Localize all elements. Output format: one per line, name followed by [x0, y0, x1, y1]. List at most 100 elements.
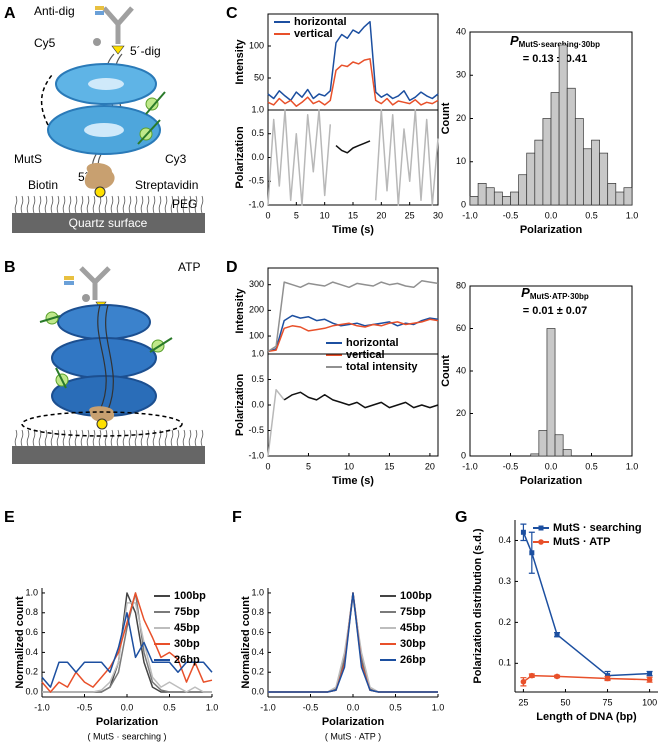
- y-tick-label: 100: [249, 330, 264, 340]
- point: [520, 529, 526, 535]
- peg-chain: [182, 429, 186, 447]
- legend-label: 100bp: [400, 590, 432, 602]
- peg-brush: [14, 195, 204, 214]
- y-axis-label: Polarization: [234, 126, 246, 189]
- x-tick-label: -1.0: [34, 702, 50, 712]
- peg-chain: [92, 195, 96, 214]
- peg-chain: [110, 429, 114, 447]
- y-tick-label: 1.0: [251, 348, 264, 358]
- annotation-value: = 0.01 ± 0.07: [523, 305, 587, 317]
- x-axis-label: Polarization: [96, 716, 159, 728]
- dna: [97, 304, 114, 411]
- peg-chain: [62, 195, 66, 214]
- bar: [502, 196, 511, 206]
- diagram-a: Quartz surface Anti-dig Cy5 5´-dig MutS …: [12, 4, 205, 233]
- y-tick-label: 60: [456, 323, 466, 333]
- peg-chain: [152, 429, 156, 447]
- series-line: [267, 388, 285, 457]
- series-line: [267, 318, 439, 353]
- surface-label: Quartz surface: [69, 216, 148, 230]
- x-tick-label: 1.0: [206, 702, 219, 712]
- legend-marker: [538, 525, 544, 531]
- peg-chain: [158, 195, 162, 214]
- peg-chain: [140, 195, 144, 214]
- x-tick-label: 25: [518, 697, 528, 707]
- peg-chain: [26, 429, 30, 447]
- peg-chain: [188, 429, 192, 447]
- label: Anti-dig: [34, 4, 75, 18]
- x-tick-label: 0: [265, 461, 270, 471]
- x-tick-label: 1.0: [626, 461, 639, 471]
- x-axis-label: Polarization: [322, 716, 385, 728]
- bar: [550, 92, 560, 206]
- annotation-subscript: MutS·searching·30bp: [519, 40, 600, 49]
- peg-chain: [104, 429, 108, 447]
- x-axis-label: Polarization: [520, 475, 583, 487]
- peg-chain: [116, 195, 120, 214]
- x-tick-label: -0.5: [77, 702, 93, 712]
- legend-label: vertical: [346, 349, 385, 361]
- peg-chain: [104, 195, 108, 214]
- y-tick-label: 20: [456, 408, 466, 418]
- bar: [583, 148, 592, 206]
- peg-chain: [98, 429, 102, 447]
- y-tick-label: 80: [456, 280, 466, 290]
- bar: [538, 430, 548, 457]
- annotation: PMutS·searching·30bp: [510, 33, 600, 49]
- peg-chain: [146, 195, 150, 214]
- label: Streptavidin: [135, 178, 198, 192]
- y-tick-label: 40: [456, 365, 466, 375]
- y-tick-label: 0.6: [25, 627, 38, 637]
- x-tick-label: 15: [384, 461, 394, 471]
- peg-chain: [50, 429, 54, 447]
- muts-ring-hole: [84, 123, 124, 137]
- peg-chain: [56, 195, 60, 214]
- legend-label: horizontal: [346, 337, 399, 349]
- series-line: [267, 280, 439, 353]
- bar: [526, 152, 536, 206]
- bar: [485, 187, 495, 206]
- x-tick-label: -0.5: [503, 210, 519, 220]
- legend-label: horizontal: [294, 16, 347, 28]
- x-tick-label: 0.5: [389, 702, 402, 712]
- x-tick-label: -1.0: [462, 210, 478, 220]
- y-tick-label: 0: [461, 450, 466, 460]
- point: [529, 672, 535, 679]
- annotation-subscript: MutS·ATP·30bp: [530, 292, 589, 301]
- x-tick-label: 10: [344, 461, 354, 471]
- peg-chain: [110, 195, 114, 214]
- muts-ring-hole: [88, 78, 124, 90]
- peg-chain: [128, 195, 132, 214]
- bar: [615, 191, 625, 206]
- y-tick-label: 50: [254, 72, 264, 82]
- antibody-tag: [64, 281, 74, 285]
- x-tick-label: 0.5: [585, 461, 598, 471]
- legend-label: 30bp: [174, 638, 200, 650]
- peg-chain: [134, 195, 138, 214]
- bar: [562, 449, 572, 457]
- y-axis-label: Intensity: [234, 39, 246, 85]
- peg-chain: [20, 195, 24, 214]
- antibody-tag: [95, 6, 104, 10]
- y-tick-label: 0.0: [251, 399, 264, 409]
- legend-label: 30bp: [400, 638, 426, 650]
- plot-frame: [267, 109, 439, 206]
- peg-chain: [128, 429, 132, 447]
- peg-chain: [44, 429, 48, 447]
- muts-ring: [57, 304, 151, 340]
- x-tick-label: 0.0: [121, 702, 134, 712]
- antibody-tag: [64, 276, 74, 280]
- y-tick-label: 0.3: [498, 576, 511, 586]
- peg-chain: [146, 429, 150, 447]
- y-tick-label: 0.5: [251, 374, 264, 384]
- peg-chain: [140, 429, 144, 447]
- legend-label: total intensity: [346, 361, 418, 373]
- peg-chain: [14, 195, 18, 214]
- legend-label: 26bp: [174, 654, 200, 666]
- peg-chain: [74, 195, 78, 214]
- bar: [574, 118, 584, 206]
- panel-label: D: [226, 259, 238, 276]
- y-tick-label: 0: [461, 199, 466, 209]
- antibody-tag: [95, 11, 104, 15]
